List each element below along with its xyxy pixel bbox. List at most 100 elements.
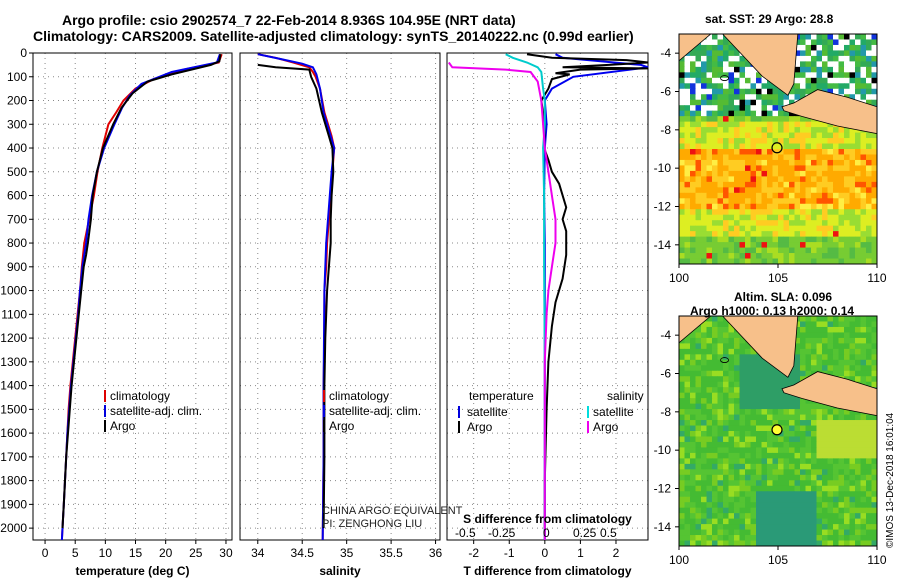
y-tick-label: 1100: [1, 307, 27, 321]
x-tick-label: 34.5: [291, 546, 315, 560]
lon-tick-label: 105: [768, 553, 788, 567]
legend-label: climatology: [329, 389, 389, 403]
series-line-t-satellite: [543, 53, 649, 540]
x-axis-label: salinity: [319, 564, 361, 578]
top-axis-label: S difference from climatology: [463, 512, 632, 526]
panel-temperature: 0 5 10 15 20 25 30 temperature (deg C): [32, 52, 233, 578]
series-line-s-argo: [447, 61, 557, 540]
island: [720, 357, 729, 363]
y-tick-label: 600: [7, 189, 27, 203]
lon-tick-label: 110: [867, 271, 886, 285]
sla-map-title-line2: Argo h1000: 0.13 h2000: 0.14: [690, 304, 855, 318]
legend-label: Argo: [593, 420, 619, 434]
lat-tick-label: -6: [660, 367, 671, 381]
y-tick-label: 1300: [0, 355, 27, 369]
sla-map-title-line1: Altim. SLA: 0.096: [734, 290, 833, 304]
float-pi-note: PI: ZENGHONG LIU: [322, 518, 423, 530]
y-tick-label: 800: [7, 236, 27, 250]
float-program-note: CHINA ARGO EQUIVALENT: [322, 505, 463, 517]
lat-tick-label: -4: [660, 46, 671, 60]
x-tick-label: 36: [429, 546, 443, 560]
y-tick-label: 500: [7, 165, 27, 179]
panel-frame: [446, 52, 649, 541]
x-tick-label: 34: [251, 546, 265, 560]
y-tick-label: 900: [7, 260, 27, 274]
lat-tick-label: -14: [654, 520, 672, 534]
top-axis-tick-label: -0.25: [488, 526, 516, 540]
lat-tick-label: -8: [660, 405, 671, 419]
x-tick-label: 15: [129, 546, 143, 560]
x-tick-label: -2: [468, 546, 479, 560]
x-tick-label: 35.5: [379, 546, 403, 560]
plot-title-line1: Argo profile: csio 2902574_7 22-Feb-2014…: [62, 12, 516, 28]
y-tick-label: 1700: [0, 450, 27, 464]
series-line-satellite-adj--clim-: [257, 53, 336, 541]
x-tick-label: 0: [541, 546, 548, 560]
legend-label: Argo: [467, 420, 493, 434]
y-tick-label: 100: [7, 70, 27, 84]
series-line-climatology: [60, 53, 223, 541]
argo-profile-marker: [771, 142, 783, 154]
lon-tick-label: 105: [768, 271, 788, 285]
argo-profile-marker: [771, 424, 783, 436]
series-line-argo: [61, 54, 222, 529]
lat-tick-label: -6: [660, 85, 671, 99]
sst-map-title: sat. SST: 29 Argo: 28.8: [705, 12, 834, 26]
y-tick-label: 1800: [0, 474, 27, 488]
series-line-argo: [257, 63, 335, 529]
lat-tick-label: -8: [660, 123, 671, 137]
lon-tick-label: 100: [669, 553, 689, 567]
x-tick-label: 25: [189, 546, 203, 560]
x-axis-label: T difference from climatology: [463, 564, 631, 578]
series-line-s-satellite: [505, 53, 546, 540]
top-axis-tick-label: 0: [543, 526, 550, 540]
lat-tick-label: -4: [660, 328, 671, 342]
x-tick-label: -1: [504, 546, 515, 560]
y-tick-label: 1200: [0, 331, 27, 345]
y-tick-label: 1600: [0, 426, 27, 440]
island: [720, 75, 729, 81]
plot-title-line2: Climatology: CARS2009. Satellite-adjuste…: [33, 28, 634, 44]
x-tick-label: 0: [42, 546, 49, 560]
y-tick-label: 300: [7, 117, 27, 131]
x-tick-label: 1: [577, 546, 584, 560]
lat-tick-label: -12: [654, 200, 672, 214]
lat-tick-label: -10: [654, 161, 672, 175]
x-tick-label: 10: [99, 546, 113, 560]
y-tick-label: 700: [7, 212, 27, 226]
y-tick-label: 1500: [0, 402, 27, 416]
legend-label: climatology: [110, 389, 170, 403]
lat-tick-label: -14: [654, 238, 672, 252]
y-tick-label: 0: [20, 46, 27, 60]
y-tick-label: 200: [7, 94, 27, 108]
legend-label: satellite-adj. clim.: [329, 404, 421, 418]
legend-title-temperature: temperature: [469, 389, 534, 403]
y-tick-label: 1400: [0, 379, 27, 393]
legend-label: satellite: [593, 405, 634, 419]
legend-label: Argo: [329, 419, 355, 433]
y-tick-label: 400: [7, 141, 27, 155]
series-line-satellite-adj--clim-: [60, 53, 221, 541]
top-axis-tick-label: 0.5: [600, 526, 617, 540]
y-tick-label: 1000: [0, 284, 27, 298]
sst-map: -4 -6 -8 -10 -12 -14 100 105 110: [654, 33, 887, 285]
x-tick-label: 30: [219, 546, 233, 560]
lat-tick-label: -12: [654, 482, 672, 496]
x-tick-label: 35: [340, 546, 354, 560]
lon-tick-label: 110: [867, 553, 886, 567]
x-axis-label: temperature (deg C): [75, 564, 189, 578]
y-tick-label: 1900: [0, 497, 27, 511]
panel-salinity: 34 34.5 35 35.5 36 salinity: [239, 52, 443, 578]
legend-label: satellite: [467, 405, 508, 419]
lon-tick-label: 100: [669, 271, 689, 285]
panel-frame: [239, 52, 441, 541]
y-tick-label: 2000: [0, 521, 27, 535]
legend-label: Argo: [110, 419, 136, 433]
lat-tick-label: -10: [654, 443, 672, 457]
x-tick-label: 5: [72, 546, 79, 560]
top-axis-tick-label: -0.5: [455, 526, 476, 540]
x-tick-label: 20: [159, 546, 173, 560]
top-axis-tick-label: 0.25: [573, 526, 597, 540]
panel-difference: -2 -1 0 1 2 T difference from climatology: [446, 52, 649, 578]
